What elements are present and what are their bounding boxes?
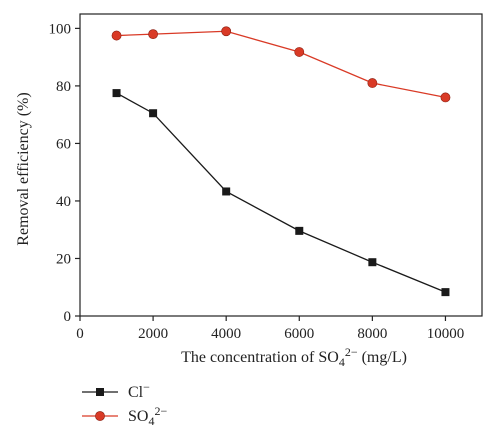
y-tick-label: 40: [56, 194, 71, 210]
data-point: [294, 47, 305, 57]
x-axis-title: The concentration of SO42− (mg/L): [181, 345, 407, 369]
data-point: [441, 288, 450, 297]
data-point: [222, 187, 231, 196]
data-point: [111, 30, 122, 41]
legend-label: Cl−: [128, 380, 150, 401]
data-point: [149, 109, 158, 118]
data-point: [112, 89, 121, 98]
legend-label: SO42−: [128, 404, 167, 428]
x-tick-label: 6000: [284, 326, 314, 342]
x-tick-label: 8000: [357, 326, 387, 342]
data-point: [295, 226, 304, 235]
series-line: [116, 92, 446, 293]
x-tick-label: 4000: [211, 326, 241, 342]
data-point: [367, 78, 378, 88]
series-sulfate: [111, 26, 451, 103]
x-tick-label: 10000: [427, 326, 465, 342]
series-layer: [111, 26, 451, 297]
y-tick-label: 80: [56, 79, 71, 95]
legend: Cl− SO42−: [82, 380, 167, 428]
legend-item: SO42−: [82, 404, 167, 428]
y-axis-title: Removal efficiency (%): [15, 92, 32, 245]
y-tick-label: 60: [56, 136, 71, 152]
y-axis: 0 20 40 60 80 100: [49, 21, 80, 325]
data-point: [440, 92, 451, 103]
legend-item: Cl−: [82, 380, 150, 401]
series-chloride: [112, 89, 450, 297]
data-point: [221, 26, 232, 37]
y-tick-label: 0: [64, 309, 72, 325]
legend-marker: [96, 388, 104, 396]
y-tick-label: 100: [49, 21, 72, 37]
x-tick-label: 0: [76, 326, 84, 342]
series-line: [116, 30, 446, 99]
data-point: [368, 258, 377, 267]
plot-frame: [79, 13, 483, 317]
x-tick-label: 2000: [138, 326, 168, 342]
x-axis: 0 2000 4000 6000 8000 10000: [76, 316, 464, 342]
legend-marker: [95, 411, 105, 421]
y-tick-label: 20: [56, 251, 71, 267]
plot-border: [79, 13, 483, 317]
data-point: [148, 29, 158, 40]
